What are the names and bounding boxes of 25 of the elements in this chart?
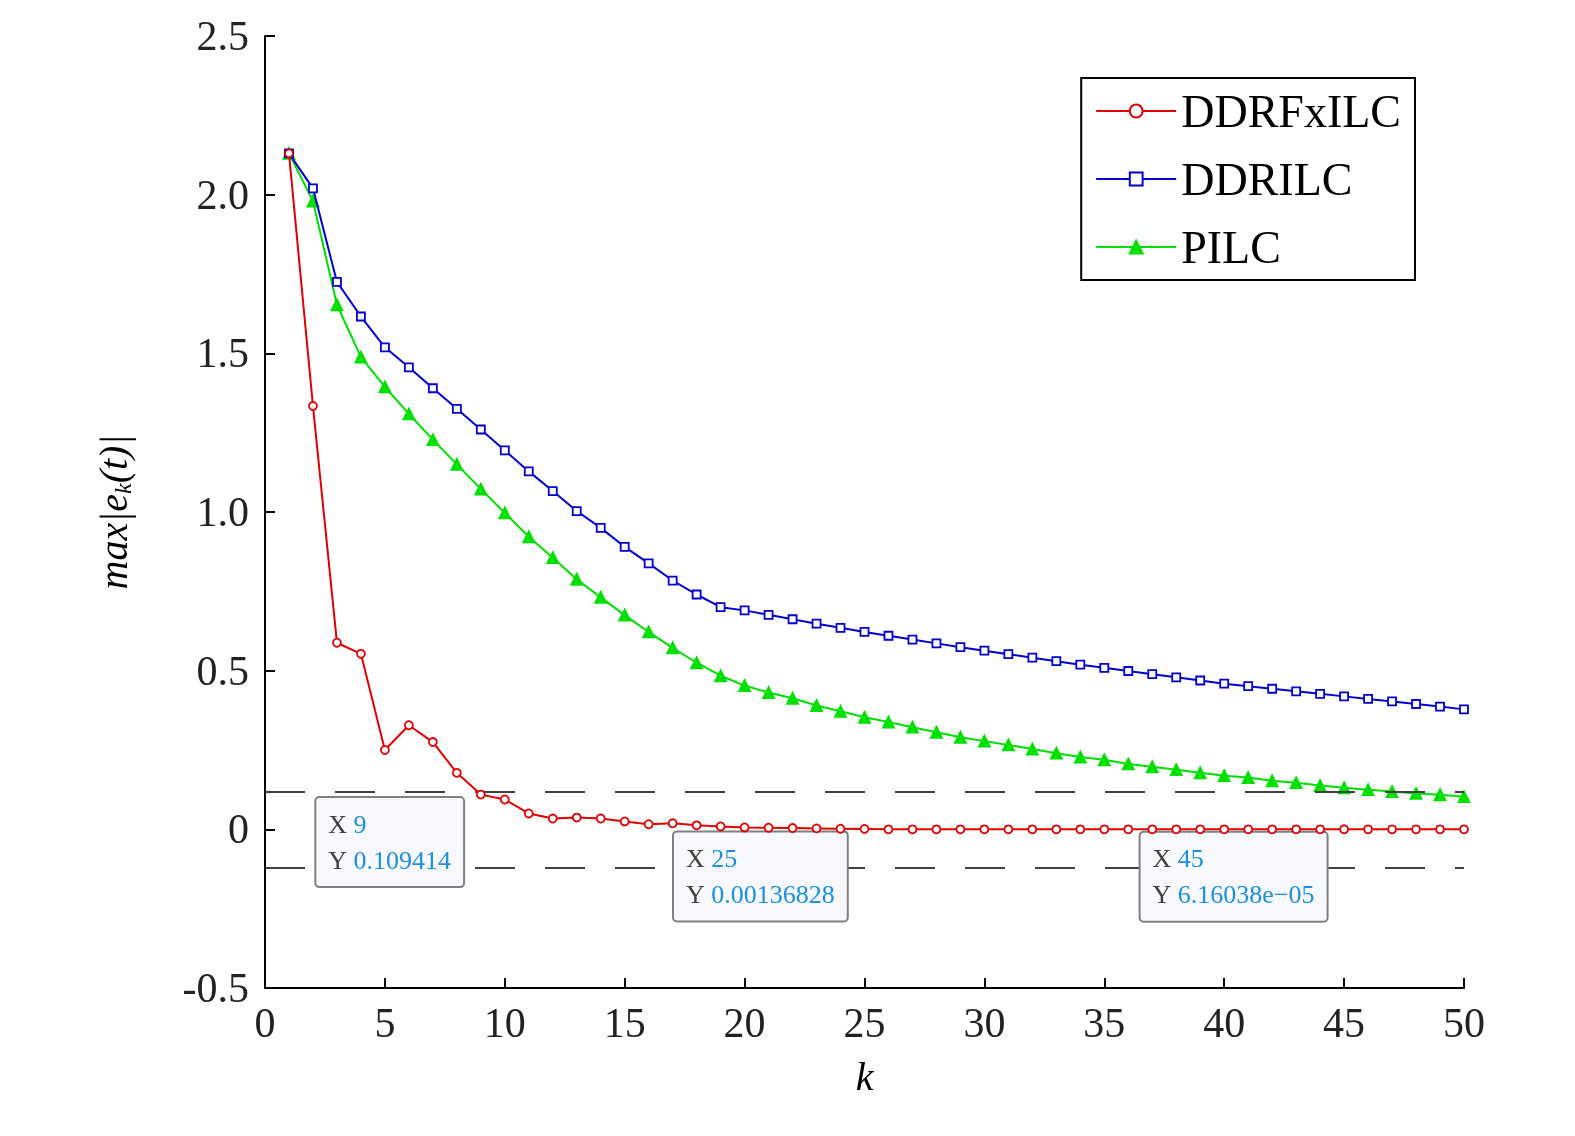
- annotation: X 25 Y 0.00136828: [686, 843, 835, 909]
- x-tick-label: 45: [1323, 1000, 1366, 1046]
- x-axis-title: k: [855, 1053, 875, 1099]
- y-tick-label: 1.0: [196, 489, 249, 535]
- x-tick-label: 15: [603, 1000, 646, 1046]
- annotation: X 9 Y 0.109414: [328, 809, 452, 875]
- legend-label: PILC: [1181, 221, 1281, 273]
- legend-label: DDRFxILC: [1181, 85, 1402, 137]
- x-tick-label: 10: [483, 1000, 526, 1046]
- x-tick-label: 40: [1203, 1000, 1246, 1046]
- y-tick-label: 2.0: [196, 171, 249, 218]
- y-tick-label: 0: [228, 806, 249, 853]
- x-tick-label: 30: [963, 1000, 1006, 1046]
- y-tick-label: 1.5: [196, 330, 249, 377]
- y-axis-title: max|ek(t)|: [90, 434, 136, 590]
- annotation: X 45 Y 6.16038e−05: [1152, 844, 1315, 910]
- y-tick-label: -0.5: [182, 965, 249, 1011]
- x-tick-label: 50: [1443, 1000, 1485, 1046]
- legend-label: DDRILC: [1181, 153, 1353, 205]
- x-tick-label: 20: [723, 1000, 766, 1046]
- y-tick-label: 0.5: [196, 647, 249, 694]
- y-tick-label: 2.5: [196, 13, 249, 59]
- x-tick-label: 35: [1083, 1000, 1126, 1046]
- x-tick-label: 25: [843, 1000, 886, 1046]
- x-tick-label: 5: [374, 1000, 396, 1046]
